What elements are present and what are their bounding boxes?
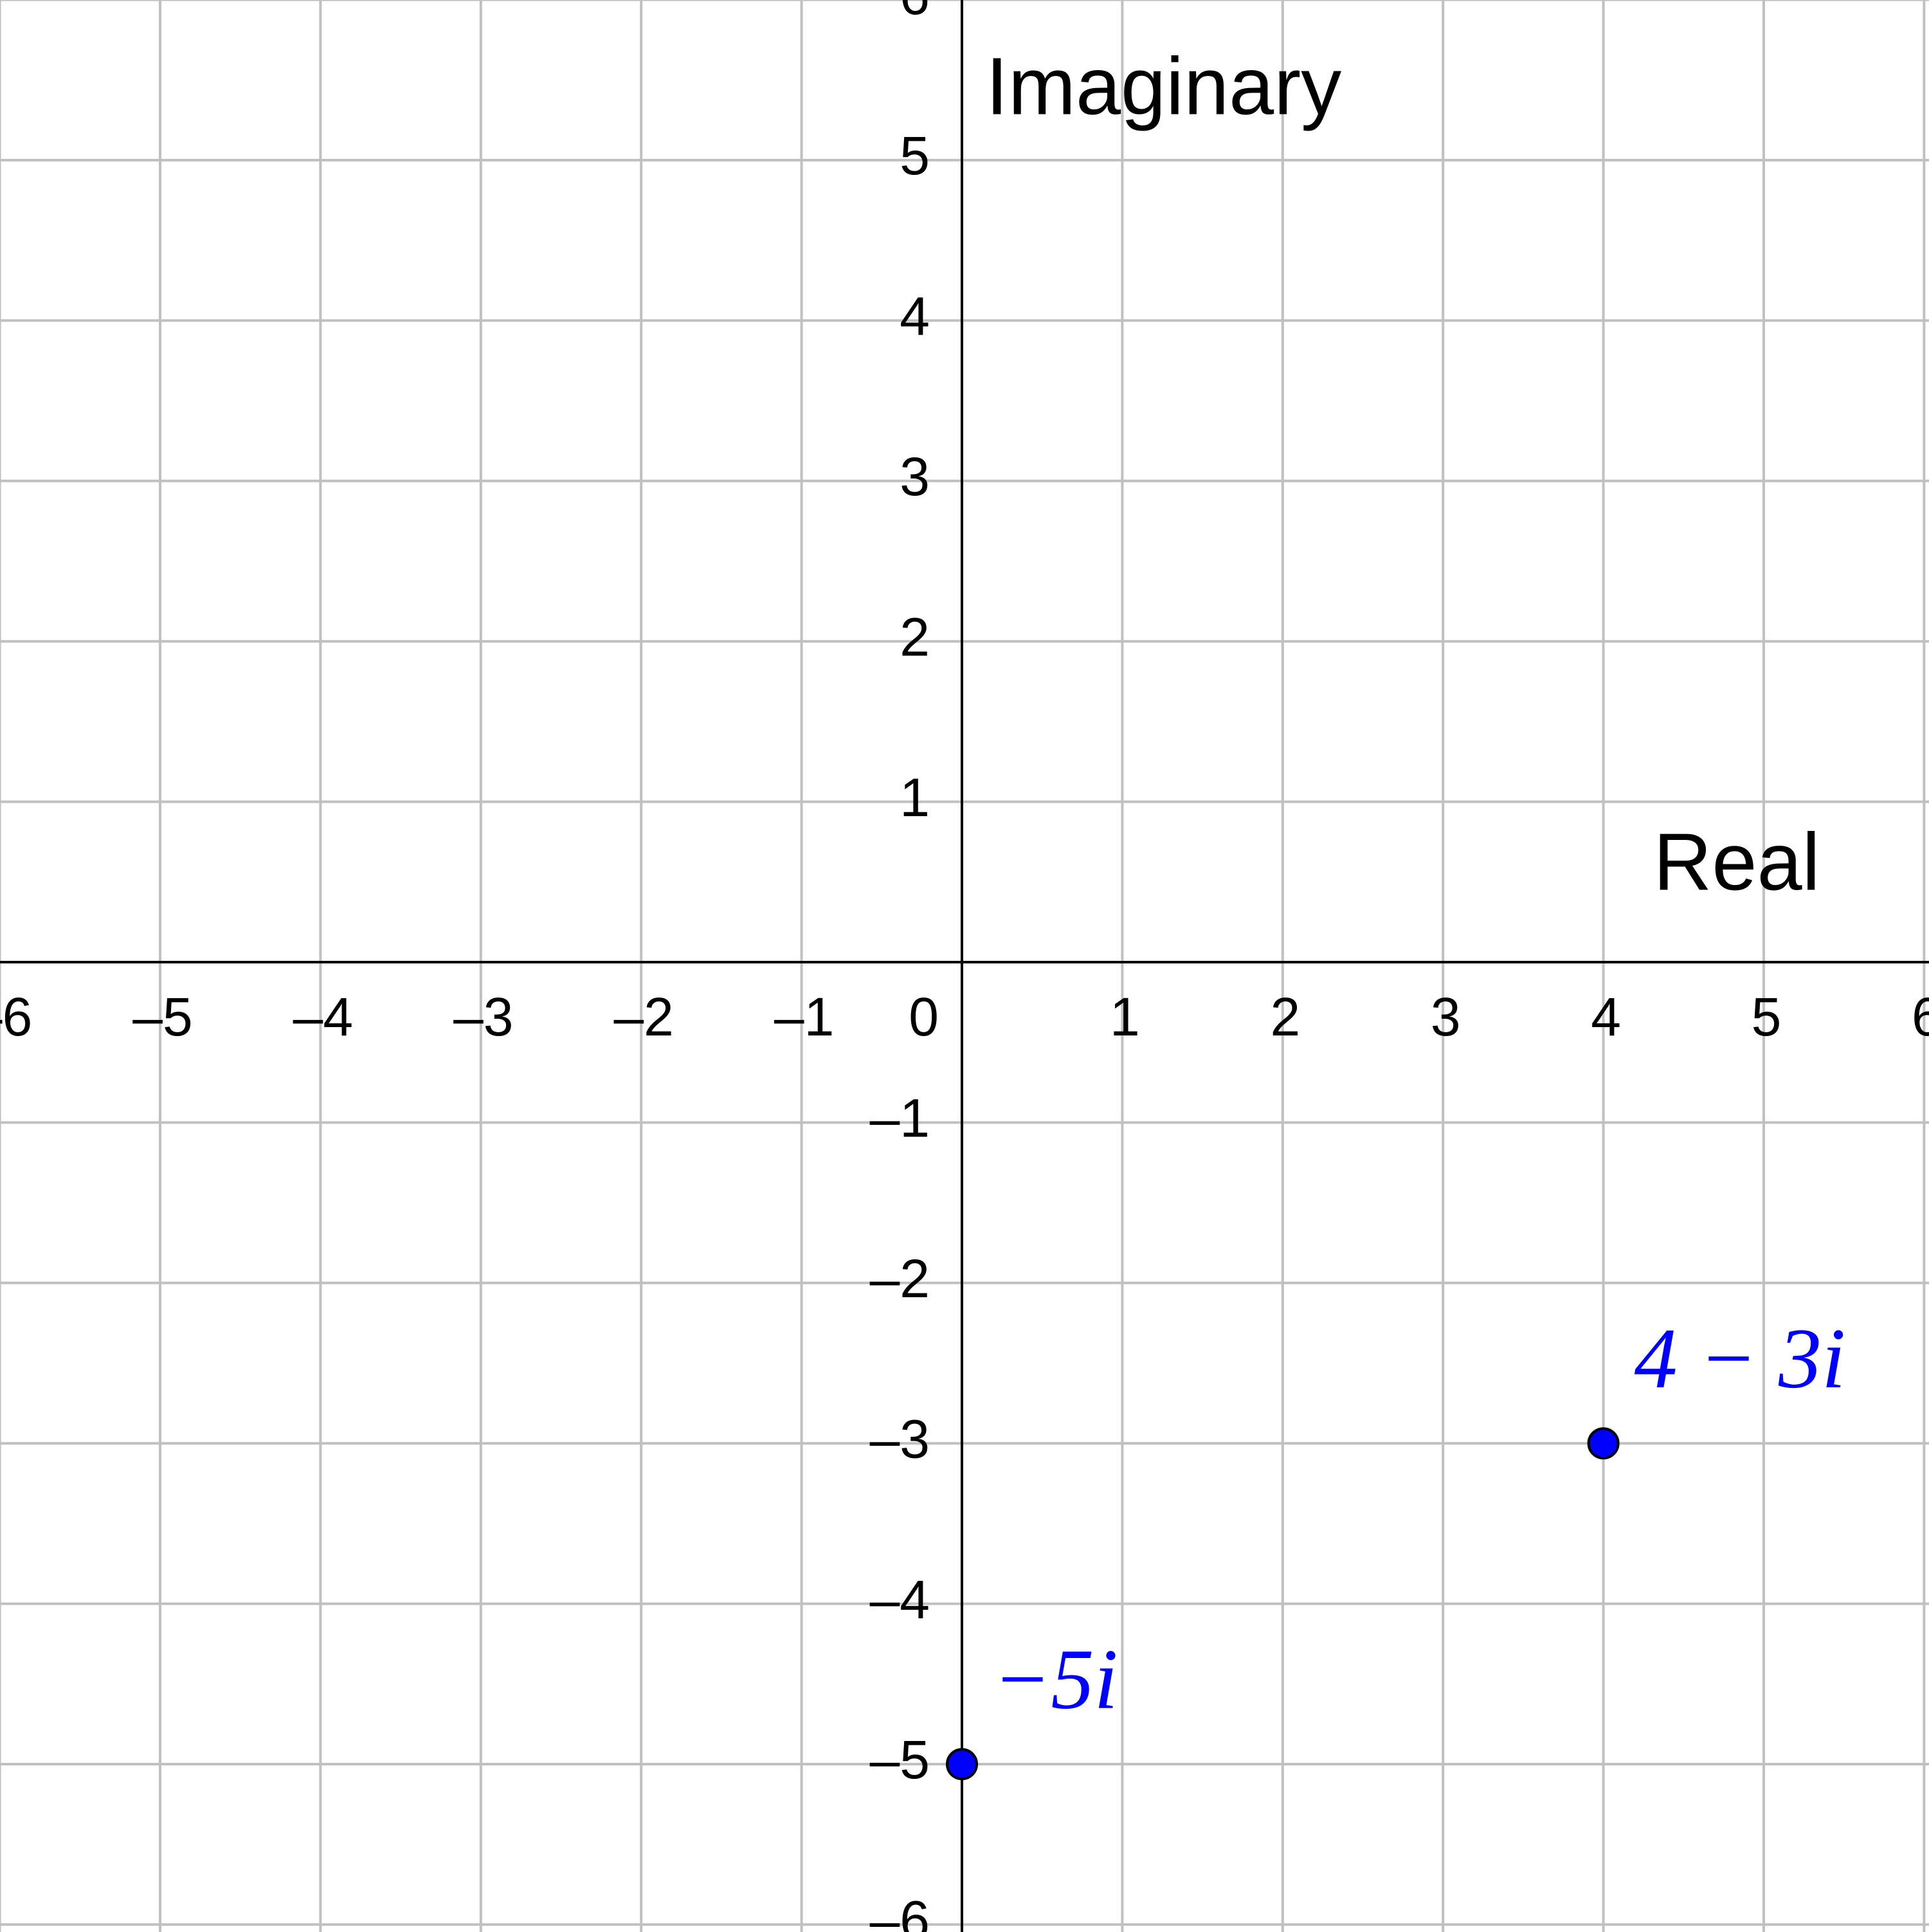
x-tick-label: 1	[1110, 987, 1140, 1047]
y-tick-label: –4	[870, 1569, 930, 1630]
x-tick-label: 6	[1912, 987, 1929, 1047]
y-tick-label: 4	[900, 286, 930, 347]
x-tick-label: 3	[1431, 987, 1461, 1047]
point-label: 4 − 3i	[1635, 1311, 1846, 1406]
x-tick-label: –2	[613, 987, 673, 1047]
marks: −5i 4 − 3i	[946, 1311, 1846, 1780]
x-axis-label: Real	[1653, 816, 1820, 907]
y-tick-label: 5	[900, 125, 930, 186]
x-tick-label: –3	[453, 987, 513, 1047]
y-tick-label: 3	[900, 446, 930, 507]
y-tick-label: 6	[900, 0, 930, 26]
point-label: −5i	[993, 1632, 1118, 1727]
y-tick-label: –2	[870, 1248, 930, 1309]
x-tick-label: –4	[293, 987, 353, 1047]
x-tick-label: 5	[1752, 987, 1782, 1047]
y-tick-label: –6	[870, 1890, 930, 1932]
x-tick-label: –1	[774, 987, 834, 1047]
x-tick-label: –6	[0, 987, 32, 1047]
y-tick-label: –3	[870, 1408, 930, 1469]
x-tick-label: 2	[1270, 987, 1300, 1047]
x-tick-label: 4	[1591, 987, 1621, 1047]
y-tick-label: –1	[870, 1088, 930, 1149]
x-tick-label: –5	[132, 987, 192, 1047]
y-axis-label: Imaginary	[986, 41, 1341, 131]
x-tick-label: 0	[909, 987, 939, 1047]
y-tick-label: –5	[870, 1729, 930, 1790]
point	[946, 1748, 978, 1780]
y-tick-label: 2	[900, 606, 930, 667]
point	[1587, 1427, 1620, 1460]
y-tick-label: 1	[900, 767, 930, 828]
